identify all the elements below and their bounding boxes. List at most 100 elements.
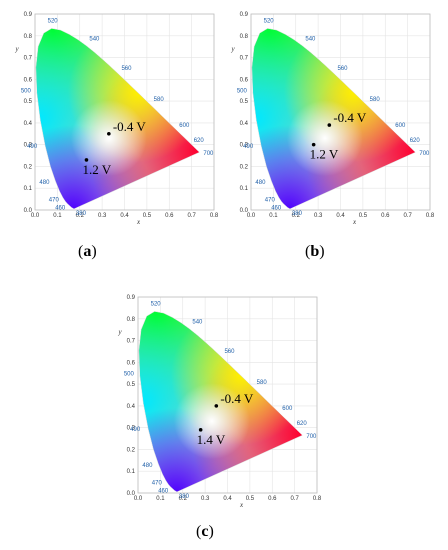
wavelength-label: 580	[154, 97, 165, 103]
x-tick-label: 0.6	[165, 213, 174, 219]
data-point	[107, 131, 111, 136]
y-tick-label: 0.9	[127, 295, 136, 301]
wavelength-label: 560	[224, 349, 235, 355]
y-tick-label: 0.4	[24, 121, 33, 127]
data-point-label: -0.4 V	[113, 119, 147, 134]
wavelength-label: 540	[89, 37, 100, 43]
spectral-locus	[35, 28, 200, 210]
x-tick-label: 0.1	[53, 213, 62, 219]
y-tick-label: 0.3	[24, 143, 33, 149]
y-axis-label: y	[117, 328, 122, 336]
x-tick-label: 0.7	[290, 496, 299, 502]
y-tick-label: 0.1	[240, 186, 249, 192]
caption-b: (b)	[305, 243, 325, 260]
wavelength-label: 620	[297, 421, 308, 427]
y-tick-label: 0.7	[240, 56, 249, 62]
data-point-label: 1.2 V	[82, 162, 111, 177]
data-point	[311, 142, 316, 147]
x-tick-label: 0.5	[143, 213, 152, 219]
caption-c: (c)	[196, 523, 214, 540]
wavelength-label: 480	[142, 463, 153, 469]
x-tick-label: 0.2	[179, 496, 188, 502]
y-tick-label: 0.3	[127, 426, 136, 432]
wavelength-label: 480	[255, 180, 266, 186]
wavelength-label: 560	[121, 66, 132, 72]
y-tick-label: 0.6	[127, 360, 136, 366]
wavelength-label: 520	[264, 18, 275, 24]
wavelength-label: 620	[410, 138, 421, 144]
x-axis-label: x	[239, 501, 244, 509]
y-tick-label: 0.1	[24, 186, 33, 192]
wavelength-label: 540	[305, 37, 316, 43]
x-tick-label: 0.7	[187, 213, 196, 219]
cie-chart-c: 0.0 0.1 0.2 0.3 0.4 0.5 0.6 0.7 0.8 0.0 0.1 0.2 0.3 0…	[117, 295, 322, 509]
plot-frame	[34, 13, 215, 211]
data-point	[214, 404, 219, 408]
wavelength-label: 380	[76, 211, 87, 217]
wavelength-label: 500	[124, 372, 135, 378]
x-tick-label: 0.3	[201, 496, 210, 502]
wavelength-label: 520	[48, 18, 59, 24]
cie-chart-b: 0.0 0.1 0.2 0.3 0.4 0.5 0.6 0.7 0.8 0.0 0.1 0.2 0.3 0…	[230, 12, 435, 226]
y-tick-label: 0.2	[127, 447, 136, 453]
wavelength-label: 620	[194, 138, 205, 144]
y-tick-label: 0.9	[24, 12, 33, 18]
data-point	[327, 123, 332, 127]
x-tick-label: 0.0	[134, 496, 143, 502]
y-axis-label: y	[230, 45, 235, 53]
y-tick-label: 0.8	[240, 34, 249, 40]
x-tick-label: 0.1	[269, 213, 278, 219]
y-tick-label: 0.6	[24, 77, 33, 83]
wavelength-label: 600	[179, 123, 190, 129]
wavelength-label: 700	[306, 434, 317, 440]
x-tick-label: 0.0	[31, 213, 40, 219]
wavelength-label: 700	[203, 151, 214, 157]
wavelength-label: 470	[265, 197, 276, 203]
y-tick-label: 0.2	[240, 164, 249, 170]
wavelength-label: 490	[243, 144, 254, 150]
y-tick-label: 0.6	[240, 77, 249, 83]
x-tick-label: 0.0	[247, 213, 256, 219]
data-point-label: 1.4 V	[197, 432, 226, 447]
y-tick-label: 0.5	[240, 99, 249, 105]
x-tick-label: 0.8	[426, 213, 435, 219]
x-tick-label: 0.3	[314, 213, 323, 219]
x-tick-label: 0.4	[336, 213, 345, 219]
x-tick-label: 0.8	[210, 213, 219, 219]
y-tick-label: 0.5	[127, 382, 136, 388]
x-tick-label: 0.5	[359, 213, 368, 219]
x-tick-label: 0.6	[381, 213, 390, 219]
y-tick-label: 0.0	[24, 208, 33, 214]
wavelength-label: 540	[192, 320, 203, 326]
y-tick-label: 0.4	[240, 121, 249, 127]
y-tick-label: 0.7	[24, 56, 33, 62]
spectral-locus	[138, 311, 303, 493]
wavelength-label: 500	[21, 89, 32, 95]
wavelength-label: 470	[49, 197, 60, 203]
y-tick-label: 0.0	[240, 208, 249, 214]
y-tick-label: 0.9	[240, 12, 249, 18]
wavelength-label: 600	[395, 123, 406, 129]
wavelength-label: 460	[55, 206, 66, 212]
wavelength-label: 600	[282, 406, 293, 412]
wavelength-label: 490	[130, 427, 141, 433]
y-tick-label: 0.0	[127, 491, 136, 497]
wavelength-label: 500	[237, 89, 248, 95]
x-tick-label: 0.6	[268, 496, 277, 502]
y-tick-label: 0.4	[127, 404, 136, 410]
x-tick-label: 0.8	[313, 496, 322, 502]
wavelength-label: 700	[419, 151, 430, 157]
wavelength-label: 580	[257, 380, 268, 386]
y-tick-label: 0.7	[127, 339, 136, 345]
wavelength-label: 460	[158, 489, 169, 495]
wavelength-label: 580	[370, 97, 381, 103]
x-tick-label: 0.2	[76, 213, 85, 219]
cie-chart-a: 0.0 0.1 0.2 0.3 0.4 0.5 0.6 0.7 0.8 0.0 0.1 0.2 0.3 0…	[14, 12, 219, 226]
y-tick-label: 0.1	[127, 469, 136, 475]
y-tick-label: 0.2	[24, 164, 33, 170]
plot-frame	[137, 296, 318, 494]
caption-a: (a)	[78, 243, 97, 260]
y-tick-label: 0.8	[24, 34, 33, 40]
x-tick-label: 0.3	[98, 213, 107, 219]
